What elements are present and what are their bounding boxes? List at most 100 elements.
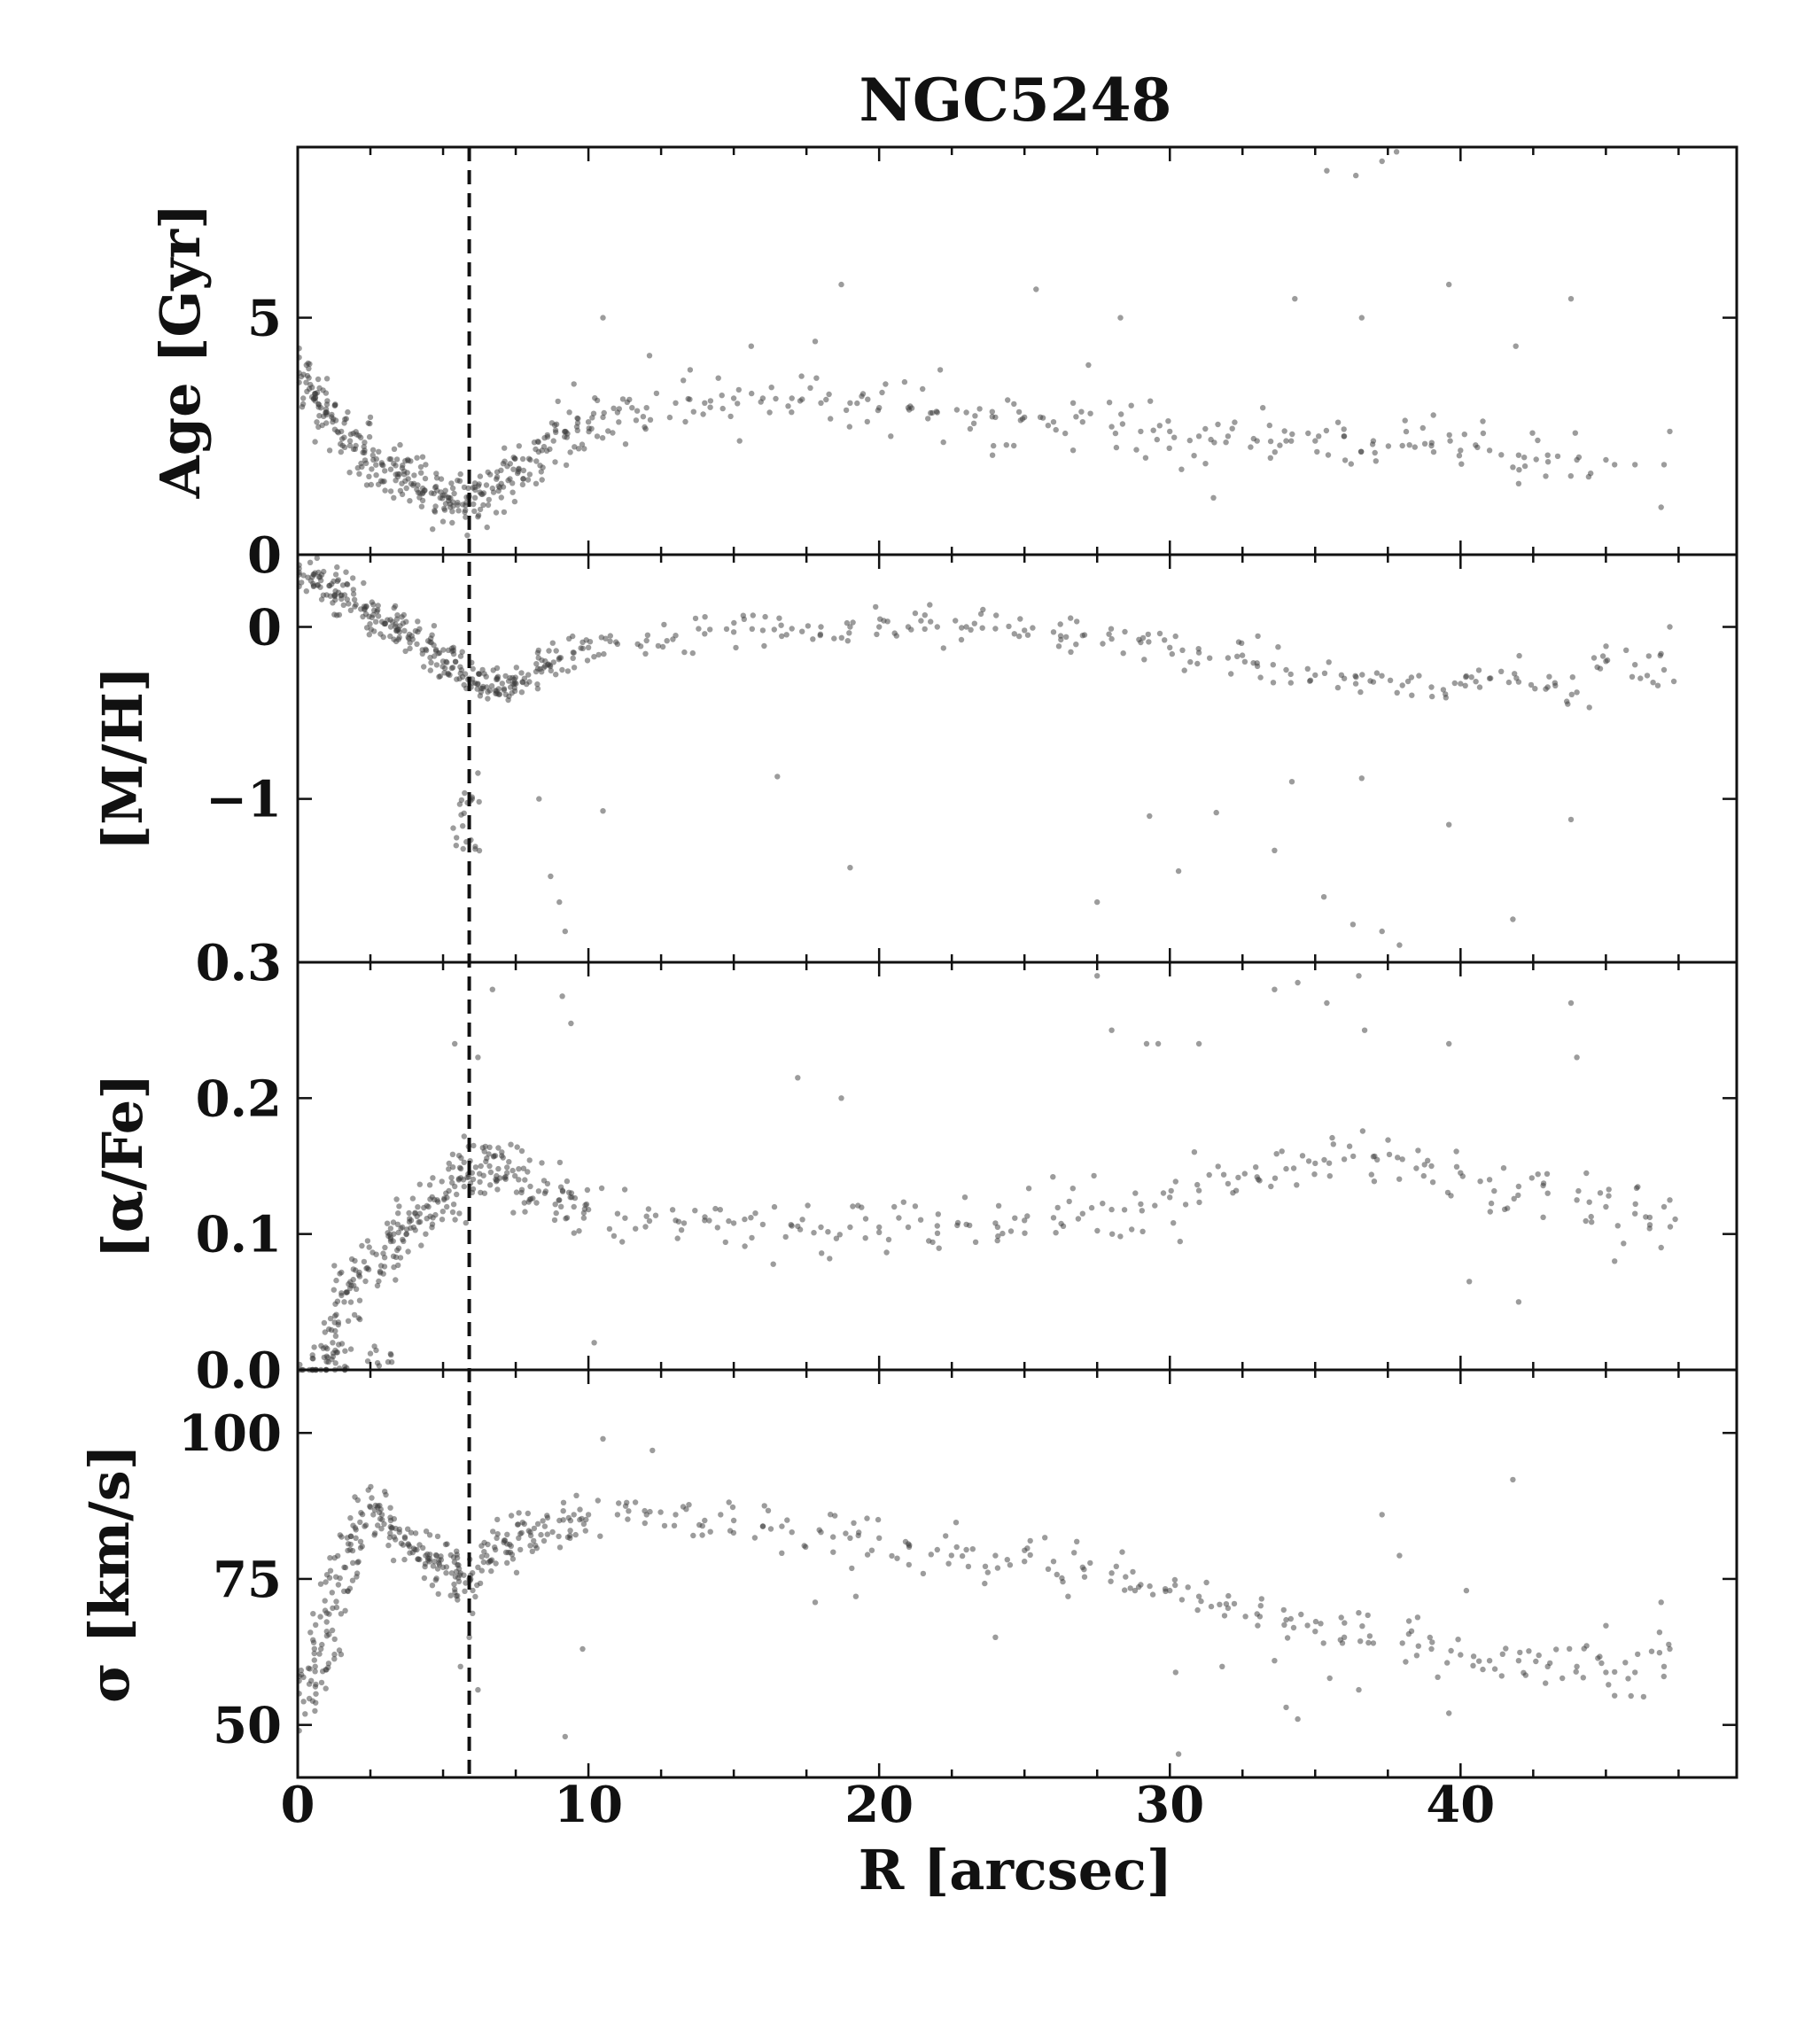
mh-point xyxy=(1287,671,1294,678)
mh-point xyxy=(1357,688,1364,696)
alphafe-point xyxy=(1395,1155,1401,1161)
sigma-point xyxy=(488,1567,494,1575)
age-point xyxy=(533,458,540,464)
age-point xyxy=(475,512,482,518)
alphafe-point xyxy=(1329,1134,1335,1141)
age-point xyxy=(818,400,824,406)
age-point xyxy=(622,441,629,447)
alphafe-point xyxy=(833,1235,840,1241)
age-point xyxy=(1117,315,1124,321)
alphafe-point xyxy=(535,1188,542,1194)
alphafe-point xyxy=(1168,1187,1174,1194)
x-tick-labels: 0 10 20 30 40 xyxy=(281,1776,1496,1834)
alphafe-point xyxy=(1326,1160,1333,1166)
age-point xyxy=(758,399,764,405)
alphafe-point xyxy=(1294,1182,1300,1188)
sigma-point xyxy=(1547,1660,1553,1667)
sigma-point xyxy=(1366,1633,1373,1639)
sigma-point xyxy=(642,1520,648,1527)
mh-point xyxy=(953,618,959,624)
sigma-point xyxy=(529,1548,535,1555)
alphafe-point xyxy=(995,1202,1002,1209)
age-point xyxy=(299,401,307,408)
alphafe-point xyxy=(405,1248,411,1255)
mh-point xyxy=(971,620,978,626)
sigma-point xyxy=(789,1529,795,1536)
alphafe-point xyxy=(1108,1206,1115,1213)
mh-point xyxy=(940,645,947,651)
mh-point xyxy=(1352,673,1358,679)
sigma-point xyxy=(1536,1652,1542,1659)
sigma-point xyxy=(1135,1583,1142,1591)
age-point xyxy=(933,408,940,415)
sigma-point xyxy=(1648,1648,1655,1654)
sigma-point xyxy=(516,1535,522,1542)
age-point xyxy=(1510,464,1516,471)
sigma-point xyxy=(560,1517,566,1523)
sigma-point xyxy=(828,1512,834,1518)
mh-point xyxy=(750,612,756,618)
sigma-point xyxy=(472,1593,478,1600)
mh-point xyxy=(789,626,795,632)
age-point xyxy=(475,483,482,489)
mh-point xyxy=(1239,640,1245,646)
sigma-point xyxy=(354,1570,361,1576)
sigma-point xyxy=(730,1529,737,1536)
sigma-point xyxy=(948,1552,955,1559)
mh-point xyxy=(394,612,401,618)
alphafe-point xyxy=(441,1196,447,1203)
sigma-point xyxy=(1356,1686,1362,1693)
age-point xyxy=(356,471,362,477)
sigma-point xyxy=(567,1528,573,1534)
sigma-point xyxy=(401,1534,408,1540)
alphafe-point xyxy=(513,1189,520,1195)
sigma-point xyxy=(994,1565,1001,1571)
mh-point xyxy=(634,641,641,648)
age-point xyxy=(448,480,455,486)
alphafe-point xyxy=(646,1217,653,1225)
alphafe-point xyxy=(1326,1173,1334,1179)
mh-points xyxy=(296,555,1677,948)
age-point xyxy=(1357,448,1365,455)
alphafe-point xyxy=(409,1195,416,1202)
sigma-point xyxy=(470,1610,476,1617)
mh-point xyxy=(450,825,456,831)
alphafe-point xyxy=(385,1358,392,1365)
age-point xyxy=(879,389,885,396)
age-point xyxy=(937,367,944,373)
sigma-point xyxy=(1045,1566,1052,1573)
sigma-point xyxy=(1171,1576,1178,1583)
alphafe-point xyxy=(862,1235,868,1241)
sigma-point xyxy=(1195,1593,1202,1599)
sigma-point xyxy=(647,1508,653,1515)
mh-point xyxy=(1604,657,1611,664)
mh-point xyxy=(493,690,499,696)
sigma-point xyxy=(382,1489,388,1495)
age-point xyxy=(314,419,320,425)
alphafe-point xyxy=(1171,1220,1177,1226)
age-point xyxy=(477,506,484,513)
age-point xyxy=(1154,436,1161,443)
alphafe-point xyxy=(502,1173,509,1180)
sigma-point xyxy=(1223,1601,1230,1607)
alphafe-point xyxy=(935,1211,942,1217)
sigma-point xyxy=(1255,1622,1261,1629)
sigma-point xyxy=(953,1520,960,1526)
age-point xyxy=(455,508,462,514)
mh-point xyxy=(1063,634,1069,640)
mh-point xyxy=(963,624,969,630)
sigma-point xyxy=(1257,1603,1264,1609)
age-point xyxy=(430,526,436,533)
mh-point xyxy=(556,657,562,663)
age-point xyxy=(414,486,420,493)
mh-point xyxy=(1241,658,1248,665)
alphafe-point xyxy=(455,1153,463,1159)
alphafe-point xyxy=(591,1340,597,1346)
sigma-point xyxy=(1635,1651,1641,1658)
sigma-point xyxy=(1491,1666,1498,1672)
age-point xyxy=(940,439,946,446)
alphafe-point xyxy=(364,1238,371,1244)
mh-point xyxy=(1195,646,1202,652)
sigma-point xyxy=(1113,1563,1120,1570)
age-point xyxy=(1087,410,1093,416)
